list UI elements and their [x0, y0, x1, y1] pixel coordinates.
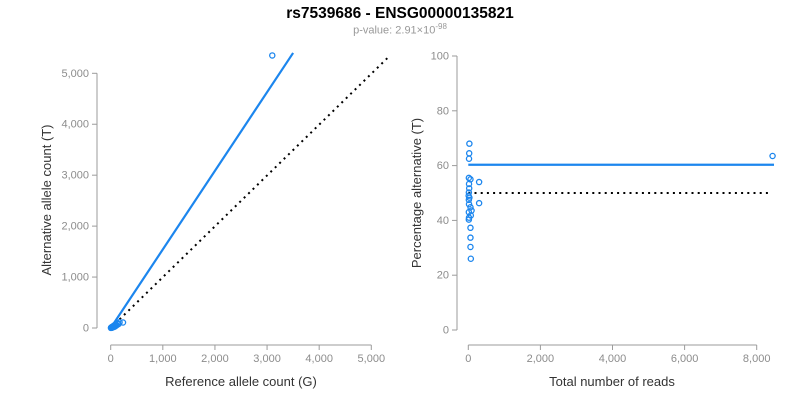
x-tick-label: 1,000	[149, 353, 177, 365]
data-point	[465, 180, 473, 188]
data-point	[475, 178, 483, 186]
y-tick-label: 5,000	[61, 68, 89, 80]
y-tick-label: 1,000	[61, 272, 89, 284]
data-point	[465, 155, 473, 162]
data-point	[465, 216, 473, 223]
y-tick-label: 80	[437, 105, 449, 117]
data-point	[475, 199, 483, 207]
data-point	[465, 174, 473, 182]
y-tick-label: 0	[83, 323, 89, 335]
data-point	[467, 243, 474, 251]
y-tick-label: 4,000	[61, 119, 89, 131]
data-point	[467, 224, 474, 232]
data-point	[465, 185, 473, 192]
y-tick-label: 2,000	[61, 221, 89, 233]
p-value-text: p-value: 2.91×10	[353, 24, 436, 37]
figure-title: rs7539686 - ENSG00000135821	[286, 5, 514, 22]
x-tick-label: 3,000	[253, 353, 281, 365]
data-point	[465, 196, 473, 204]
fit-line	[109, 52, 295, 329]
data-point	[269, 52, 276, 59]
data-point	[465, 150, 473, 157]
x-tick-label: 6,000	[671, 353, 699, 365]
y-tick-label: 40	[437, 215, 449, 227]
data-point	[466, 140, 473, 147]
y-tick-label: 20	[437, 270, 449, 282]
x-tick-label: 5,000	[358, 353, 386, 365]
x-tick-label: 2,000	[201, 353, 229, 365]
p-value-exponent: -98	[435, 22, 447, 31]
y-tick-label: 60	[437, 160, 449, 172]
x-axis-label: Reference allele count (G)	[165, 374, 317, 389]
y-tick-label: 3,000	[61, 170, 89, 182]
x-axis-label: Total number of reads	[549, 374, 675, 389]
y-axis-label: Percentage alternative (T)	[409, 118, 424, 268]
data-point	[467, 234, 474, 241]
data-point	[769, 152, 776, 160]
figure-subtitle: p-value: 2.91×10-98	[0, 22, 800, 37]
y-axis-label: Alternative allele count (T)	[39, 124, 54, 275]
data-point	[119, 319, 127, 326]
right-plot: 0 20 40 60 80 100 0 2,000 4,000 6,000 8,000 Total n…	[409, 51, 776, 389]
data-point	[116, 319, 123, 326]
y-tick-label: 100	[431, 51, 449, 63]
y-tick-label: 0	[443, 325, 449, 337]
x-tick-label: 0	[465, 353, 471, 365]
left-plot: 0 1,000 2,000 3,000 4,000 5,000 0 1,000 2,000 3,0…	[39, 52, 390, 389]
data-point	[467, 255, 475, 263]
reference-line	[110, 55, 390, 329]
x-tick-label: 2,000	[527, 353, 555, 365]
x-tick-label: 4,000	[599, 353, 627, 365]
x-tick-label: 0	[108, 353, 114, 365]
x-tick-label: 4,000	[305, 353, 333, 365]
x-tick-label: 8,000	[743, 353, 771, 365]
